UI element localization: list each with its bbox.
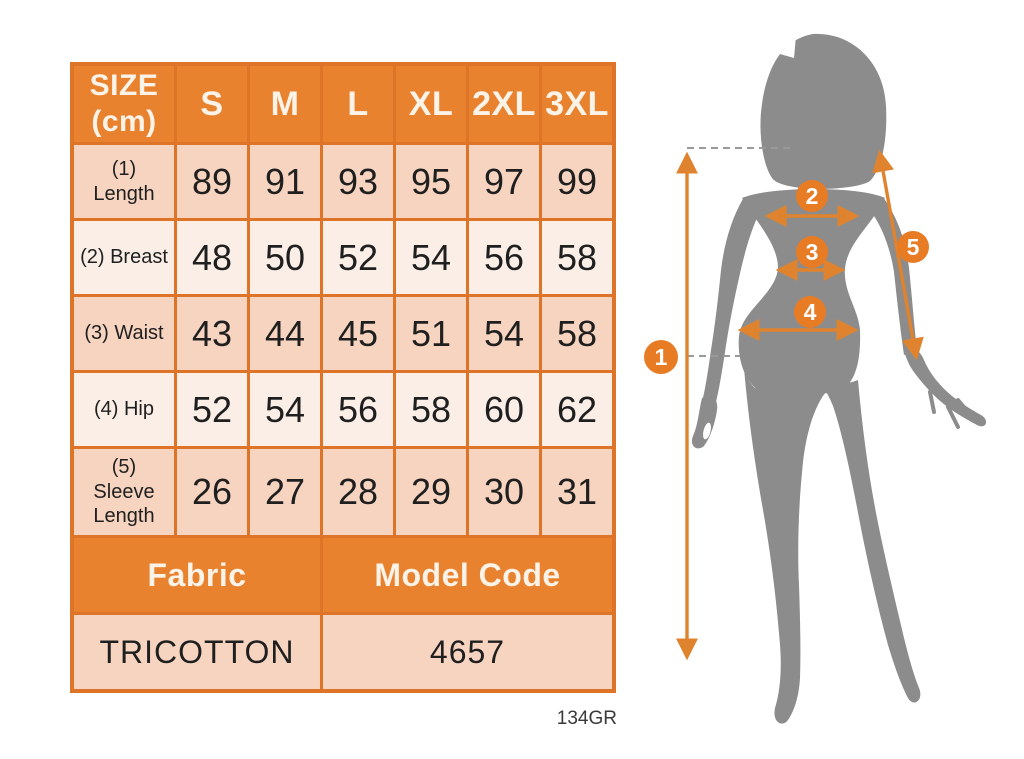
size-value-cell: 52	[323, 221, 393, 294]
row-label: (2) Breast	[74, 221, 174, 294]
weight-code-note: 134GR	[556, 708, 617, 729]
size-value-cell: 60	[469, 373, 539, 446]
fabric-value-cell: TRICOTTON	[74, 615, 320, 689]
measurement-arrows	[675, 149, 924, 661]
model-code-value-cell: 4657	[323, 615, 612, 689]
row-label: (5) Sleeve Length	[74, 449, 174, 535]
size-value-cell: 58	[542, 297, 612, 370]
size-value-cell: 31	[542, 449, 612, 535]
size-value-cell: 56	[469, 221, 539, 294]
size-value-cell: 95	[396, 145, 466, 218]
table-row-breast: (2) Breast 48 50 52 54 56 58	[74, 221, 612, 294]
table-row-sleeve-length: (5) Sleeve Length 26 27 28 29 30 31	[74, 449, 612, 535]
size-value-cell: 26	[177, 449, 247, 535]
svg-text:2: 2	[806, 183, 819, 209]
row-label: (1) Length	[74, 145, 174, 218]
size-value-cell: 54	[396, 221, 466, 294]
silhouette-right-leg	[823, 380, 921, 703]
size-value-cell: 99	[542, 145, 612, 218]
table-footer-header-row: Fabric Model Code	[74, 538, 612, 612]
table-row-length: (1) Length 89 91 93 95 97 99	[74, 145, 612, 218]
size-value-cell: 51	[396, 297, 466, 370]
measurement-badge-2: 2	[796, 180, 828, 212]
table-footer-value-row: TRICOTTON 4657	[74, 615, 612, 689]
svg-text:4: 4	[804, 299, 817, 325]
measurement-badge-3: 3	[796, 236, 828, 268]
svg-text:5: 5	[907, 234, 920, 260]
size-value-cell: 56	[323, 373, 393, 446]
size-value-cell: 58	[396, 373, 466, 446]
female-silhouette	[691, 33, 987, 724]
size-value-cell: 97	[469, 145, 539, 218]
body-measurement-figure: 1 2 3 4 5	[620, 0, 1024, 754]
column-header-3xl: 3XL	[542, 66, 612, 142]
size-value-cell: 91	[250, 145, 320, 218]
size-value-cell: 44	[250, 297, 320, 370]
size-value-cell: 27	[250, 449, 320, 535]
measurement-badge-1: 1	[644, 340, 678, 374]
size-value-cell: 58	[542, 221, 612, 294]
size-value-cell: 62	[542, 373, 612, 446]
silhouette-head	[760, 33, 887, 189]
size-value-cell: 50	[250, 221, 320, 294]
svg-text:3: 3	[806, 239, 819, 265]
measurement-badge-5: 5	[897, 231, 929, 263]
row-label: (4) Hip	[74, 373, 174, 446]
silhouette-left-leg	[744, 368, 826, 724]
size-value-cell: 48	[177, 221, 247, 294]
size-value-cell: 45	[323, 297, 393, 370]
size-value-cell: 28	[323, 449, 393, 535]
size-value-cell: 93	[323, 145, 393, 218]
row-label: (3) Waist	[74, 297, 174, 370]
measurement-badge-4: 4	[794, 296, 826, 328]
size-value-cell: 89	[177, 145, 247, 218]
size-value-cell: 29	[396, 449, 466, 535]
size-value-cell: 52	[177, 373, 247, 446]
column-header-2xl: 2XL	[469, 66, 539, 142]
size-value-cell: 30	[469, 449, 539, 535]
table-corner-cell: SIZE (cm)	[74, 66, 174, 142]
guide-dashed-lines	[687, 147, 790, 357]
fabric-header-cell: Fabric	[74, 538, 320, 612]
model-code-header-cell: Model Code	[323, 538, 612, 612]
size-value-cell: 54	[250, 373, 320, 446]
column-header-xl: XL	[396, 66, 466, 142]
table-row-hip: (4) Hip 52 54 56 58 60 62	[74, 373, 612, 446]
column-header-m: M	[250, 66, 320, 142]
size-value-cell: 54	[469, 297, 539, 370]
column-header-l: L	[323, 66, 393, 142]
column-header-s: S	[177, 66, 247, 142]
table-header-row: SIZE (cm) S M L XL 2XL 3XL	[74, 66, 612, 142]
silhouette-torso	[738, 189, 885, 396]
table-row-waist: (3) Waist 43 44 45 51 54 58	[74, 297, 612, 370]
size-table: SIZE (cm) S M L XL 2XL 3XL (1) Length 89…	[70, 62, 616, 693]
size-value-cell: 43	[177, 297, 247, 370]
silhouette-left-arm	[702, 197, 763, 406]
arrow-5-sleeve	[872, 149, 924, 361]
svg-text:1: 1	[655, 344, 668, 370]
